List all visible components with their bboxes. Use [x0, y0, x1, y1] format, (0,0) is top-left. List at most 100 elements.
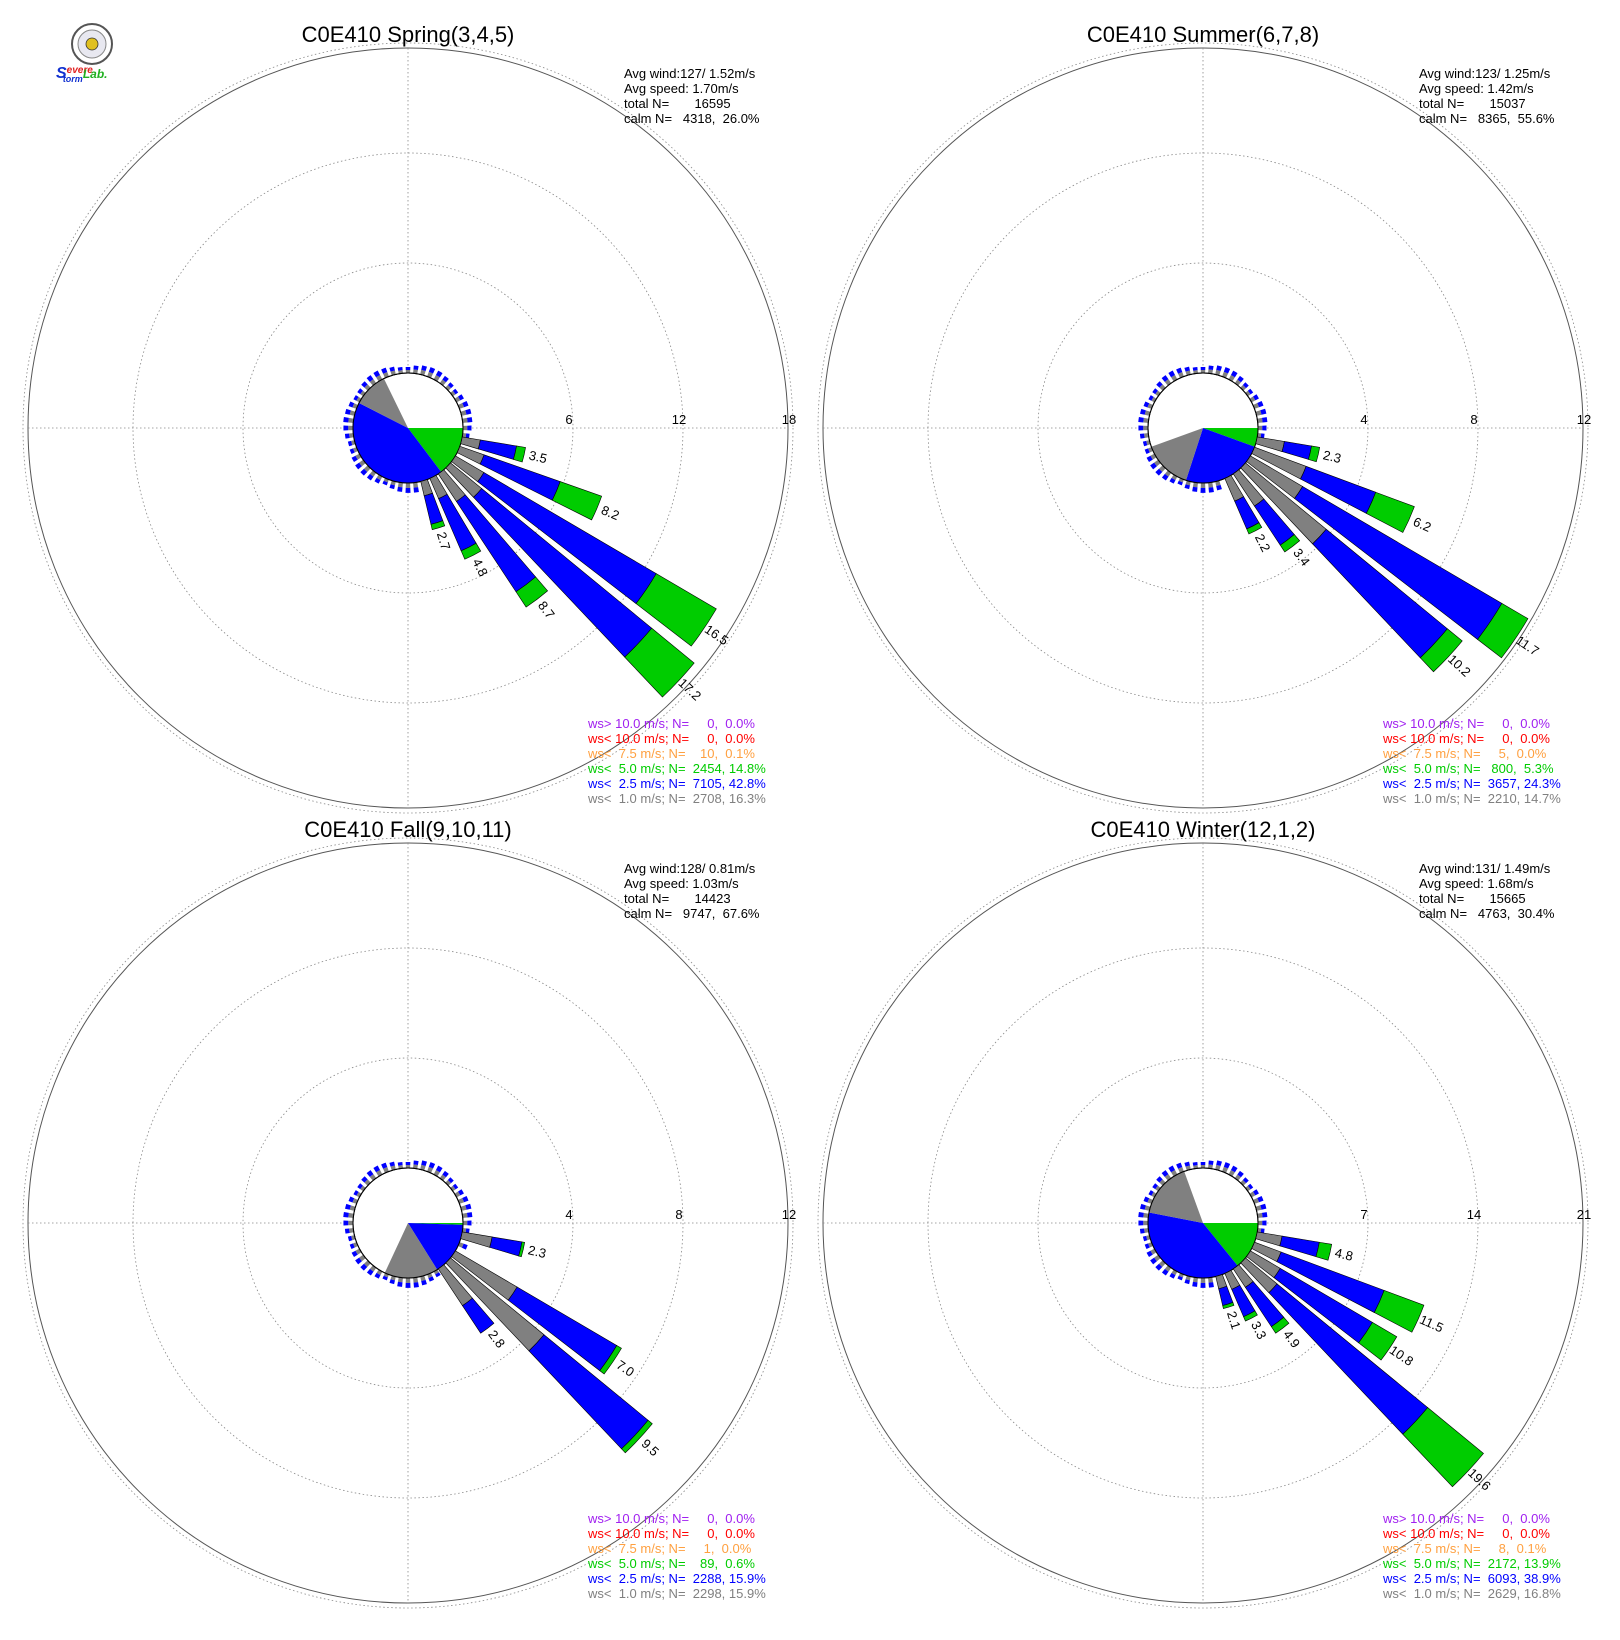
minor-bar-outer [1161, 1268, 1169, 1276]
minor-bar-inner [445, 384, 452, 391]
direction-bar-segment [1373, 1289, 1425, 1333]
stat-line: Avg wind:123/ 1.25m/s [1419, 66, 1551, 81]
minor-bar-outer [351, 1250, 358, 1257]
minor-bar-outer [1192, 486, 1198, 492]
minor-bar-outer [1242, 382, 1249, 389]
minor-bar-inner [1208, 482, 1214, 488]
minor-bar-outer [413, 487, 419, 493]
minor-bar-inner [1255, 410, 1262, 416]
bar-value-label: 7.0 [614, 1357, 637, 1380]
minor-bar-outer [447, 382, 454, 389]
minor-bar-inner [356, 396, 362, 403]
bar-value-label: 9.5 [639, 1436, 662, 1459]
minor-bar-inner [1143, 417, 1149, 423]
direction-bar-segment [621, 1419, 653, 1454]
minor-bar-inner [1257, 1212, 1263, 1218]
minor-bar-outer [360, 468, 368, 476]
minor-bar-outer [1260, 433, 1265, 439]
legend-entry: ws< 10.0 m/s; N= 0, 0.0% [587, 731, 755, 746]
minor-bar-inner [1155, 1185, 1161, 1192]
minor-bar-inner [445, 1179, 452, 1186]
minor-bar-inner [462, 1228, 467, 1233]
minor-bar-outer [1138, 1212, 1144, 1218]
minor-bar-inner [413, 1164, 418, 1169]
minor-bar-outer [442, 1170, 449, 1178]
minor-bar-outer [397, 1281, 403, 1287]
minor-bar-outer [1139, 1228, 1145, 1234]
chart-title: C0E410 Winter(12,1,2) [1091, 817, 1316, 842]
chart-title: C0E410 Spring(3,4,5) [302, 22, 515, 47]
minor-bar-outer [381, 1162, 388, 1169]
minor-bar-outer [442, 375, 449, 383]
minor-bar-inner [413, 369, 418, 374]
legend-entry: ws> 10.0 m/s; N= 0, 0.0% [1382, 1511, 1550, 1526]
ring-label: 4 [1360, 412, 1367, 427]
minor-bar-outer [1242, 1177, 1249, 1184]
legend-entry: ws< 5.0 m/s; N= 89, 0.6% [587, 1556, 755, 1571]
minor-bar-outer [1169, 477, 1176, 484]
legend-entry: ws< 1.0 m/s; N= 2210, 14.7% [1382, 791, 1561, 806]
ring-label: 8 [675, 1207, 682, 1222]
minor-bar-outer [467, 425, 472, 431]
minor-bar-outer [1161, 473, 1169, 481]
minor-bar-inner [1240, 1179, 1247, 1186]
direction-bar-segment [1243, 1310, 1258, 1322]
direction-bar-segment [551, 481, 603, 521]
legend-entry: ws< 10.0 m/s; N= 0, 0.0% [587, 1526, 755, 1541]
value-ring [22, 42, 794, 814]
minor-bar-inner [450, 390, 456, 397]
windrose-panel: 4 8 12 2.3 7.0 9.5 2.8 C0E410 Fall(9,10,11) Avg … [22, 817, 796, 1609]
minor-bar-outer [373, 1165, 381, 1173]
minor-bar-outer [353, 1190, 359, 1196]
minor-bar-outer [1262, 425, 1267, 431]
minor-bar-inner [405, 1277, 411, 1283]
minor-bar-inner [460, 1205, 467, 1211]
minor-bar-outer [1253, 394, 1259, 401]
minor-bar-inner [405, 1165, 411, 1169]
minor-bar-inner [360, 1185, 366, 1192]
minor-bar-inner [460, 410, 467, 416]
bar-value-label: 8.7 [535, 598, 558, 621]
direction-bar-segment [1477, 602, 1529, 659]
bar-value-label: 2.3 [1322, 447, 1343, 466]
calm-share-slice [358, 378, 408, 428]
direction-bar-segment [489, 1236, 523, 1257]
minor-bar-outer [366, 473, 374, 481]
direction-bar-segment [1358, 1321, 1398, 1361]
legend-entry: ws< 2.5 m/s; N= 2288, 15.9% [587, 1571, 766, 1586]
minor-bar-outer [1253, 1189, 1259, 1196]
minor-bar-inner [420, 369, 426, 376]
minor-bar-outer [1200, 487, 1206, 493]
minor-bar-outer [458, 394, 464, 401]
minor-bar-outer [373, 370, 381, 378]
legend-entry: ws< 7.5 m/s; N= 1, 0.0% [587, 1541, 752, 1556]
minor-bar-outer [389, 366, 395, 372]
direction-bar-segment [515, 576, 549, 608]
ring-label: 12 [782, 1207, 796, 1222]
minor-bar-outer [1142, 440, 1148, 447]
minor-bar-outer [465, 408, 472, 415]
legend-entry: ws< 5.0 m/s; N= 2172, 13.9% [1382, 1556, 1561, 1571]
minor-bar-inner [1257, 425, 1263, 431]
direction-bar-segment [1222, 1302, 1235, 1309]
minor-bar-inner [1155, 390, 1161, 397]
stat-line: total N= 15037 [1419, 96, 1526, 111]
bar-value-label: 2.2 [1252, 531, 1274, 554]
calm-circle-outline [352, 372, 464, 484]
minor-bar-outer [1247, 1183, 1254, 1190]
minor-bar-outer [1138, 417, 1144, 423]
minor-bar-outer [1216, 1160, 1222, 1167]
minor-bar-outer [1150, 1257, 1157, 1265]
minor-bar-outer [1208, 1282, 1214, 1288]
minor-bar-outer [1208, 487, 1214, 493]
calm-share-slice [1203, 1223, 1258, 1266]
minor-bar-outer [1216, 484, 1222, 491]
minor-bar-outer [1152, 388, 1158, 395]
bar-value-label: 4.9 [1280, 1327, 1303, 1350]
minor-bar-outer [1140, 408, 1146, 415]
minor-bar-inner [1215, 369, 1221, 376]
minor-bar-inner [1143, 425, 1149, 431]
stat-line: Avg speed: 1.42m/s [1419, 81, 1534, 96]
